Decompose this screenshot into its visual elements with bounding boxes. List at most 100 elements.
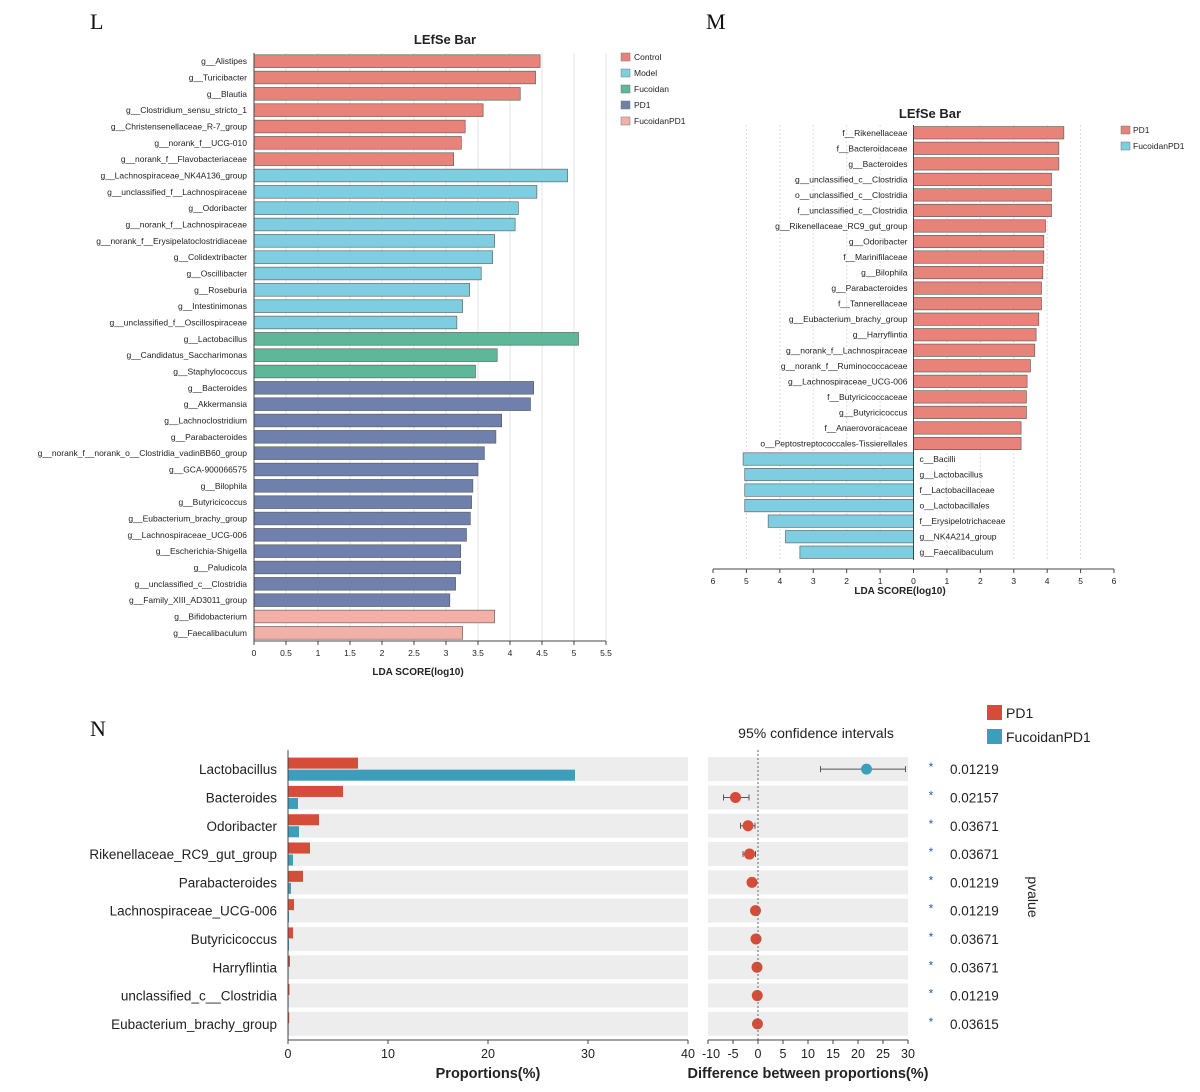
chart-l-bar <box>253 185 538 199</box>
chart-m-tick-label: 4 <box>1045 576 1050 586</box>
chart-n-right-tick-label: -10 <box>702 1047 720 1061</box>
chart-m-bar <box>913 266 1044 280</box>
chart-m-title: LEfSe Bar <box>899 106 961 121</box>
chart-n-row-label: Harryflintia <box>212 960 277 975</box>
chart-m-bar-label: g__Lactobacillus <box>920 470 983 480</box>
chart-n-left-tick-label: 40 <box>681 1047 695 1061</box>
chart-l-tick-label: 3 <box>444 648 449 658</box>
chart-l-bar <box>253 544 462 558</box>
chart-l-tick-label: 3.5 <box>472 648 484 658</box>
chart-l-tick-label: 2 <box>380 648 385 658</box>
chart-l-bar-label: g__Lachnoclostridium <box>164 416 247 426</box>
chart-l-bar <box>253 266 482 281</box>
chart-n-ci-title: 95% confidence intervals <box>738 725 894 741</box>
chart-l-bar <box>253 54 541 68</box>
chart-n-right-tick-label: 30 <box>901 1047 915 1061</box>
chart-m-tick-label: 3 <box>1011 576 1016 586</box>
chart-m-bar <box>913 235 1045 249</box>
panel-n-extended-error-bar-chart: 95% confidence intervals PD1 FucoidanPD1 La… <box>89 705 1091 1082</box>
chart-l-bar <box>253 87 521 101</box>
chart-m-bar <box>744 483 914 497</box>
chart-n-right-tick-label: 10 <box>801 1047 815 1061</box>
chart-l-bar <box>253 119 466 134</box>
chart-n-pvalue: 0.03671 <box>950 932 999 947</box>
panel-l-lefse-bar-chart: LEfSe Bar g__Alistipes g__Turicibacter g__B… <box>38 32 686 678</box>
chart-n-left-tick-label: 0 <box>285 1047 292 1061</box>
chart-m-bar <box>799 545 914 559</box>
chart-n-row-label: Parabacteroides <box>179 875 278 890</box>
chart-m-bar <box>767 514 914 528</box>
chart-l-bar-label: g__Alistipes <box>201 56 247 66</box>
chart-l-bar-label: g__Colidextribacter <box>174 252 247 262</box>
chart-n-diff-point <box>746 876 758 888</box>
chart-m-bar-label: g__Lachnospiraceae_UCG-006 <box>788 376 908 386</box>
chart-n-legend-swatch <box>987 729 1002 744</box>
panel-label-n: N <box>90 716 106 741</box>
chart-m-x-axis-title: LDA SCORE(log10) <box>854 586 945 597</box>
chart-n-significance-star: * <box>929 902 934 916</box>
chart-m-bar-label: g__Rikenellaceae_RC9_gut_group <box>775 221 908 231</box>
chart-l-bar-label: g__Lachnospiraceae_UCG-006 <box>127 530 247 540</box>
chart-m-bar <box>913 203 1052 217</box>
chart-m-bar <box>913 188 1052 202</box>
panel-label-l: L <box>90 9 103 34</box>
chart-l-bar-label: g__norank_f__Flavobacteriaceae <box>121 154 247 164</box>
chart-n-bar-fucoidanpd1 <box>288 797 298 809</box>
chart-m-bar-label: g__Faecalibaculum <box>920 547 994 557</box>
chart-m-bar-label: g__Bacteroides <box>848 159 907 169</box>
chart-l-bar-label: g__Oscillibacter <box>187 269 248 279</box>
chart-l-bar <box>253 528 467 542</box>
chart-n-pvalue: 0.01219 <box>950 762 999 777</box>
chart-l-bar <box>253 397 531 411</box>
chart-l-bar <box>253 430 497 444</box>
chart-n-significance-star: * <box>929 788 934 802</box>
chart-n-right-tick-label: 0 <box>755 1047 762 1061</box>
chart-l-bar-label: g__Bifidobacterium <box>174 612 247 622</box>
chart-m-tick-label: 2 <box>978 576 983 586</box>
chart-n-row-band-left <box>288 785 688 810</box>
chart-n-left-x-axis-title: Proportions(%) <box>436 1066 541 1082</box>
chart-m-bar-label: g__Harryflintia <box>853 330 908 340</box>
chart-l-tick-label: 5 <box>572 648 577 658</box>
chart-m-bar <box>913 141 1060 155</box>
chart-m-bar <box>913 250 1045 264</box>
chart-m-bar <box>913 374 1028 388</box>
chart-l-bar <box>253 348 498 362</box>
chart-n-significance-star: * <box>929 873 934 887</box>
chart-m-bar <box>913 390 1027 404</box>
chart-l-legend-label: Control <box>634 52 662 62</box>
chart-m-bar <box>913 297 1042 311</box>
chart-n-right-tick-label: 5 <box>780 1047 787 1061</box>
chart-l-bar-label: g__Family_XIII_AD3011_group <box>129 595 247 605</box>
chart-l-bar <box>253 495 472 509</box>
chart-l-legend-label: Fucoidan <box>634 84 669 94</box>
chart-l-tick-label: 4 <box>508 648 513 658</box>
chart-l-bar-label: g__Bacteroides <box>188 383 247 393</box>
chart-n-legend-label: FucoidanPD1 <box>1006 729 1091 745</box>
chart-n-row-band-left <box>288 955 688 980</box>
chart-n-row-band-right <box>708 870 908 895</box>
chart-n-row-label: Rikenellaceae_RC9_gut_group <box>89 847 277 862</box>
chart-n-row-band-left <box>288 813 688 838</box>
chart-n-bar-pd1 <box>288 899 294 911</box>
chart-l-bar-label: g__norank_f__Erysipelatoclostridiaceae <box>96 236 247 246</box>
chart-l-legend-swatch <box>620 52 631 62</box>
chart-m-bar-label: g__Bilophila <box>861 268 908 278</box>
chart-m-bar <box>913 421 1022 435</box>
chart-n-bar-pd1 <box>288 1012 290 1024</box>
chart-l-bar-label: g__unclassified_f__Lachnospiraceae <box>107 187 247 197</box>
chart-n-row-label: Lachnospiraceae_UCG-006 <box>110 904 277 919</box>
chart-l-bar-label: g__unclassified_c__Clostridia <box>135 579 248 589</box>
chart-m-legend-label: FucoidanPD1 <box>1133 141 1185 151</box>
chart-m-bar-label: g__norank_f__Lachnospiraceae <box>786 345 908 355</box>
chart-n-legend-swatch <box>987 705 1002 720</box>
chart-l-bar-label: g__Eubacterium_brachy_group <box>128 514 247 524</box>
chart-l-bar-label: g__Clostridium_sensu_stricto_1 <box>126 105 247 115</box>
chart-m-bar-label: g__unclassified_c__Clostridia <box>795 174 908 184</box>
chart-n-diff-point <box>750 933 762 945</box>
chart-m-tick-label: 6 <box>711 576 716 586</box>
chart-l-tick-label: 2.5 <box>408 648 420 658</box>
chart-m-bar-label: g__norank_f__Ruminococcaceae <box>781 361 908 371</box>
chart-m-bar <box>742 452 914 466</box>
